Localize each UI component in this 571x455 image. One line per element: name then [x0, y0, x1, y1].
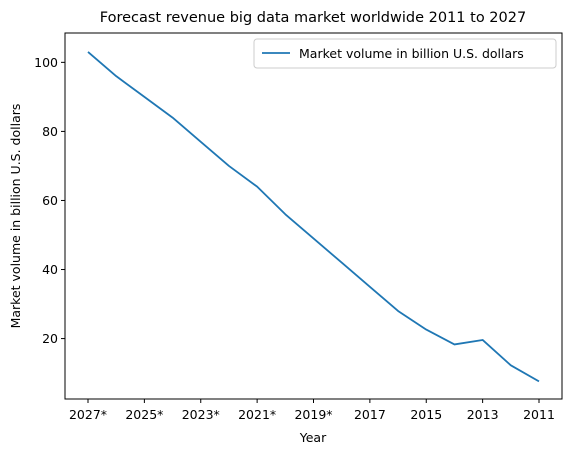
x-tick-label: 2027* [69, 407, 107, 422]
x-tick-label: 2013 [467, 407, 499, 422]
legend-box [253, 38, 557, 69]
x-tick-label: 2015 [410, 407, 442, 422]
y-axis: 20 40 60 80 100 [34, 55, 65, 346]
x-tick-label: 2021* [238, 407, 276, 422]
x-tick-label: 2025* [125, 407, 163, 422]
chart-title: Forecast revenue big data market worldwi… [100, 10, 526, 26]
y-tick-label: 40 [42, 262, 58, 277]
x-tick-label: 2017 [354, 407, 386, 422]
series-line [87, 51, 540, 383]
x-axis-label: Year [299, 430, 327, 445]
x-tick-label: 2011 [523, 407, 555, 422]
legend: Market volume in billion U.S. dollars [253, 38, 557, 69]
plot-area [64, 32, 563, 400]
legend-label: Market volume in billion U.S. dollars [299, 46, 524, 61]
x-axis: 2027* 2025* 2023* 2021* 2019* 2017 2015 2013 201… [69, 399, 555, 422]
y-tick-label: 20 [42, 331, 58, 346]
x-tick-label: 2023* [182, 407, 220, 422]
y-axis-label: Market volume in billion U.S. dollars [8, 104, 23, 329]
y-tick-label: 60 [42, 193, 58, 208]
x-tick-label: 2019* [294, 407, 332, 422]
y-tick-label: 80 [42, 124, 58, 139]
y-tick-label: 100 [34, 55, 58, 70]
